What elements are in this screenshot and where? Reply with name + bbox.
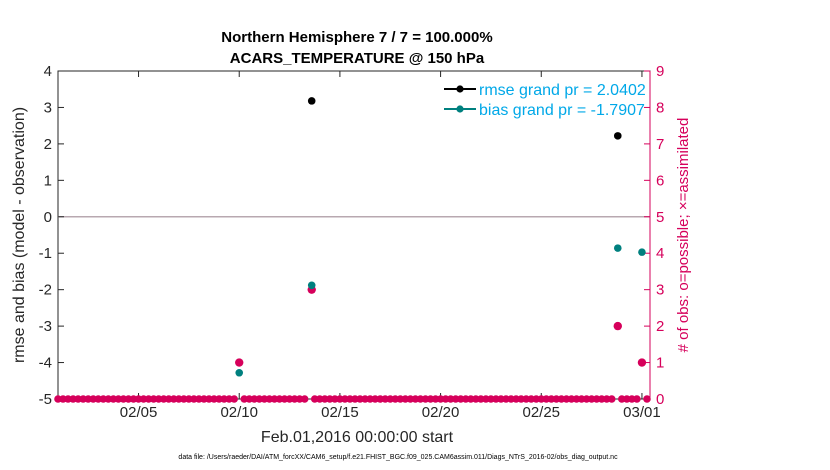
obs-count-point [643, 395, 651, 403]
obs-count-point [613, 321, 622, 331]
chart-title-line-1: Northern Hemisphere 7 / 7 = 100.000% [221, 29, 492, 46]
y-tick-label: 2 [44, 136, 52, 153]
rmse-point [613, 132, 622, 140]
legend-rmse-marker [456, 85, 464, 93]
y2-tick-label: 1 [656, 355, 664, 372]
data-file-footer: data file: /Users/raeder/DAI/ATM_forcXX/… [178, 454, 618, 461]
obs-count-point [637, 358, 647, 367]
y-axis-label: rmse and bias (model - observation) [11, 107, 28, 363]
y2-tick-label: 0 [656, 391, 664, 408]
bias-point [307, 281, 316, 290]
bias-point [613, 244, 622, 252]
y-tick-label: -3 [39, 318, 52, 335]
y2-tick-label: 6 [656, 172, 664, 189]
x-tick-label: 02/15 [321, 404, 359, 421]
x-tick-label: 02/10 [220, 404, 258, 421]
y-tick-label: 4 [44, 63, 52, 80]
x-axis-label: Feb.01,2016 00:00:00 start [261, 429, 454, 446]
obs-count-point [300, 395, 309, 403]
y-tick-label: -5 [39, 391, 52, 408]
chart-title-line-2: ACARS_TEMPERATURE @ 150 hPa [230, 50, 485, 67]
y-tick-label: 0 [44, 209, 52, 226]
bias-point [235, 368, 244, 377]
y-tick-label: 3 [44, 99, 52, 116]
x-tick-label: 03/01 [623, 404, 661, 421]
y2-axis-label: # of obs: o=possible; ×=assimilated [675, 118, 692, 353]
y2-tick-label: 7 [656, 136, 664, 153]
legend-rmse-label: rmse grand pr = 2.0402 [479, 82, 646, 99]
y-tick-label: 1 [44, 172, 52, 189]
legend: rmse grand pr = 2.0402 bias grand pr = -… [444, 82, 646, 119]
x-tick-label: 02/05 [120, 404, 158, 421]
obs-count-point [230, 395, 238, 403]
y-tick-label: -4 [39, 355, 52, 372]
plot-area [57, 70, 651, 400]
legend-bias-label: bias grand pr = -1.7907 [479, 102, 645, 119]
obs-count-point [235, 358, 244, 367]
bias-point [638, 248, 646, 256]
rmse-point [307, 97, 316, 105]
y-tick-label: -1 [39, 245, 52, 262]
x-tick-label: 02/25 [522, 404, 560, 421]
x-tick-label: 02/20 [422, 404, 460, 421]
y2-tick-label: 3 [656, 282, 664, 299]
y-tick-label: -2 [39, 282, 52, 299]
y2-tick-label: 8 [656, 99, 664, 116]
y2-tick-label: 4 [656, 245, 664, 262]
y2-tick-label: 9 [656, 63, 664, 80]
y2-tick-label: 5 [656, 209, 664, 226]
y2-tick-label: 2 [656, 318, 664, 335]
legend-bias-marker [456, 105, 464, 113]
obs-count-point [633, 395, 641, 403]
obs-count-point [607, 395, 616, 403]
